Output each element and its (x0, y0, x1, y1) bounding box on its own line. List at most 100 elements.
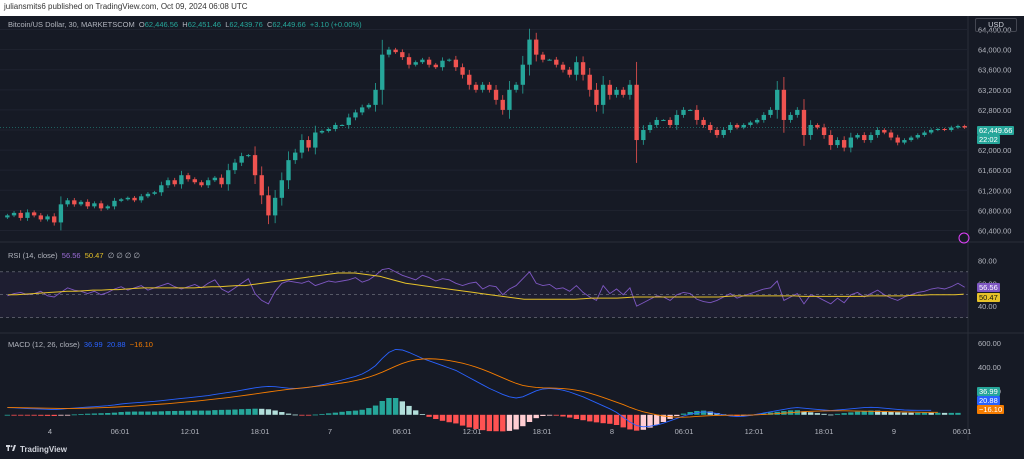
close-value: 62,449.66 (272, 20, 306, 29)
macd-histogram-bar (446, 414, 452, 423)
macd-histogram-bar (613, 414, 620, 425)
symbol-title[interactable]: Bitcoin/US Dollar, 30, MARKETSCOM (8, 20, 135, 29)
candle-body (353, 112, 358, 118)
rsi-ma-line (8, 272, 964, 300)
macd-histogram-bar (178, 410, 185, 415)
candle-body (145, 193, 151, 197)
candle-body (634, 84, 639, 141)
macd-histogram-bar (433, 414, 439, 419)
candle-body (915, 135, 920, 138)
macd-histogram-bar (573, 414, 580, 419)
macd-histogram-bar (85, 413, 91, 415)
candle-body (118, 199, 124, 201)
time-tick-label: 06:01 (393, 427, 412, 436)
macd-histogram-bar (828, 414, 834, 416)
macd-histogram-bar (172, 410, 178, 415)
candle-body (574, 62, 579, 75)
candle-body (888, 132, 894, 138)
candle-body (5, 215, 10, 218)
candle-body (185, 175, 191, 180)
candle-body (152, 192, 157, 194)
candle-body (313, 132, 318, 148)
candle-body (380, 54, 385, 90)
macd-histogram-bar (346, 411, 352, 415)
price-tick-label: 62,800.00 (978, 106, 1011, 115)
candle-body (741, 124, 746, 128)
macd-legend: MACD (12, 26, close) 36.99 20.88 −16.10 (8, 340, 153, 349)
macd-histogram-bar (64, 414, 71, 416)
macd-histogram-bar (305, 414, 312, 416)
candle-body (333, 124, 338, 129)
candle-body (600, 84, 606, 105)
price-tick-label: 60,800.00 (978, 206, 1011, 215)
candle-body (58, 204, 64, 223)
macd-histogram-bar (861, 410, 867, 415)
macd-histogram-bar (198, 410, 205, 415)
macd-histogram-bar (326, 413, 332, 415)
footer-brand[interactable]: TradingView (20, 445, 67, 454)
macd-histogram-bar (654, 414, 660, 425)
macd-histogram-bar (98, 413, 104, 415)
macd-histogram-bar (105, 413, 111, 415)
candle-body (882, 130, 887, 133)
time-tick-label: 8 (610, 427, 614, 436)
candle-body (165, 180, 171, 186)
macd-histogram-bar (332, 412, 339, 415)
candle-body (359, 107, 365, 113)
macd-histogram-bar (312, 414, 318, 416)
chart-svg[interactable]: 64,400.00 64,000.00 63,600.00 63,200.00 62,8… (0, 16, 1024, 440)
candle-body (272, 197, 278, 216)
candle-body (641, 130, 646, 141)
macd-histogram-bar (279, 412, 285, 415)
candle-body (159, 185, 164, 193)
macd-histogram-bar (138, 411, 144, 415)
rsi-legend: RSI (14, close) 56.56 50.47 ∅ ∅ ∅ ∅ (8, 251, 140, 260)
macd-histogram-bar (506, 414, 513, 431)
macd-histogram-bar (459, 414, 466, 426)
rsi-tick-label: 40.00 (978, 302, 997, 311)
candle-body (299, 140, 305, 153)
macd-histogram-bar (111, 412, 118, 415)
price-tick-label: 62,000.00 (978, 146, 1011, 155)
macd-histogram-bar (299, 414, 305, 416)
candle-body (587, 74, 592, 90)
candle-body (25, 212, 30, 218)
macd-histogram-bar (272, 410, 278, 415)
candle-body (962, 125, 967, 128)
macd-histogram-bar (439, 414, 446, 421)
price-tick-label: 61,200.00 (978, 186, 1011, 195)
macd-histogram-bar (118, 412, 124, 415)
price-tick-label: 63,200.00 (978, 86, 1011, 95)
macd-histogram-bar (935, 412, 941, 415)
macd-histogram-bar (526, 414, 533, 422)
macd-title[interactable]: MACD (12, 26, close) (8, 340, 80, 349)
candle-body (661, 119, 666, 121)
macd-histogram-bar (413, 410, 419, 415)
candle-body (259, 175, 264, 196)
macd-histogram-bar (647, 414, 653, 428)
macd-histogram-bar (51, 414, 57, 416)
candle-body (728, 124, 733, 130)
macd-histogram-bar (158, 411, 164, 415)
candle-body (513, 84, 519, 90)
candle-body (734, 124, 740, 128)
currency-button[interactable]: USD (975, 18, 1017, 32)
macd-histogram-bar (232, 409, 238, 415)
footer-bar: TradingView (0, 440, 1024, 459)
candle-body (942, 128, 947, 130)
rsi-title[interactable]: RSI (14, close) (8, 251, 58, 260)
candle-body (627, 84, 633, 95)
macd-histogram-bar (406, 405, 412, 415)
candle-body (701, 119, 706, 125)
time-tick-label: 06:01 (953, 427, 972, 436)
candle-body (815, 124, 820, 128)
candle-body (721, 130, 726, 136)
candle-body (708, 124, 713, 130)
macd-histogram-bar (44, 414, 51, 416)
candle-body (252, 155, 258, 176)
candle-body (868, 135, 874, 141)
candle-body (199, 182, 204, 186)
change-value: +3.10 (+0.00%) (309, 20, 362, 29)
chart-area[interactable]: 64,400.00 64,000.00 63,600.00 63,200.00 62,8… (0, 16, 1024, 440)
candle-body (413, 62, 418, 65)
